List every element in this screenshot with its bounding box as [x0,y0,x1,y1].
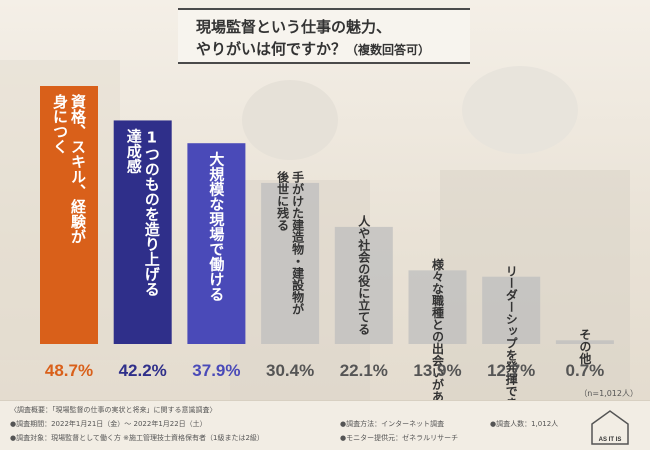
bar-6 [408,270,467,344]
value-label-6: 13.9% [413,361,461,380]
category-label-2-line-1: 1つのものを造り上げる [143,128,161,296]
bar-8 [555,340,614,344]
logo-text: AS IT IS [599,437,622,443]
bar-1 [40,86,98,344]
value-label-2: 42.2% [119,361,167,380]
category-label-4-line-2: 後世に残る [276,170,290,231]
bar-7 [482,276,541,344]
category-label-3-line-1: 大規模な現場で働ける [207,150,225,301]
category-label-1-line-1: 資格、スキル、経験が [69,93,87,244]
footer-period: ●調査期間：2022年1月21日（金）～ 2022年1月22日（土） [10,420,207,428]
title-line-1: 現場監督という仕事の魅力、 [196,18,392,36]
category-label-2-line-2: 達成感 [125,128,143,175]
bar-5 [334,226,393,344]
category-label-5-line-1: 人や社会の役に立てる [357,213,371,334]
value-label-3: 37.9% [192,361,240,380]
footer-provider: ●モニター提供元：ゼネラルリサーチ [340,434,459,442]
footer-target: ●調査対象：現場監督として働く方 ※施工管理技士資格保有者（1級または2級） [10,434,264,442]
category-label-4-line-1: 手がけた建造物・建設物が [291,170,305,315]
footer-method: ●調査方法：インターネット調査 [340,420,445,428]
bar-3 [187,143,246,344]
category-label-8-line-1: その他 [578,328,592,365]
title-line-2-text: やりがいは何ですか？ [196,40,347,58]
value-label-8: 0.7% [566,361,605,380]
sample-size-note: （n=1,012人） [579,389,638,398]
bar-2 [113,120,172,344]
category-label-6-line-1: 様々な職種との出会いがある [431,257,445,400]
title-box: 現場監督という仕事の魅力、 やりがいは何ですか？（複数回答可） [178,8,470,64]
title-note: （複数回答可） [346,43,431,57]
bar-4 [261,182,320,344]
value-label-7: 12.7% [487,361,535,380]
footer-respondents: ●調査人数：1,012人 [490,420,559,428]
value-label-4: 30.4% [266,361,314,380]
value-label-1: 48.7% [45,361,93,380]
footer: 〈調査概要：「現場監督の仕事の実状と将来」に関する意識調査〉 ●調査期間：202… [0,400,650,450]
as-it-is-logo: AS IT IS [591,410,629,445]
category-label-7-line-1: リーダーシップを発揮できる [504,265,518,400]
value-label-5: 22.1% [340,361,388,380]
category-label-1-line-2: 身につく [51,93,69,154]
footer-overview: 〈調査概要：「現場監督の仕事の実状と将来」に関する意識調査〉 [10,406,217,414]
title-line-2: やりがいは何ですか？（複数回答可） [196,38,430,59]
